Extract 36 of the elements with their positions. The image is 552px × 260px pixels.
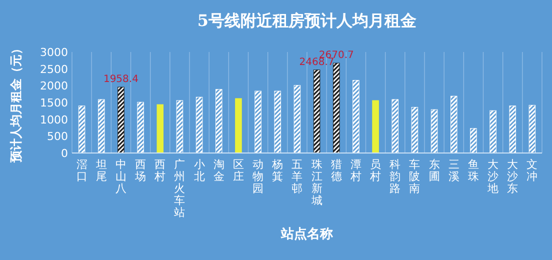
x-tick-label: 西场 [134, 158, 146, 183]
x-tick-label: 员村 [369, 158, 382, 183]
x-axis-title: 站点名称 [280, 226, 334, 242]
x-tick-label: 鱼珠 [468, 158, 479, 183]
x-tick-label: 五羊邨 [292, 158, 303, 195]
y-tick-label: 2000 [40, 80, 68, 93]
x-tick-label: 区庄 [232, 158, 244, 183]
data-label: 2468.7 [299, 56, 334, 68]
x-tick-label: 文冲 [526, 158, 538, 183]
x-tick-label: 大沙地 [486, 158, 499, 195]
y-tick-label: 1500 [40, 96, 68, 110]
x-tick-label: 西村 [154, 158, 166, 183]
x-tick-label: 科韵路 [390, 158, 401, 195]
x-tick-label: 大沙东 [507, 158, 518, 195]
x-tick-label: 坦尾 [94, 158, 107, 183]
x-tick-label: 中山八 [115, 158, 126, 195]
x-tick-label: 淘金 [213, 158, 224, 183]
x-tick-label: 猎德 [330, 158, 342, 183]
x-tick-label: 东圃 [428, 158, 440, 183]
x-tick-label: 动物园 [252, 158, 264, 195]
y-tick-label: 500 [47, 130, 68, 144]
data-label: 1958.4 [103, 74, 138, 86]
chart-title: 5号线附近租房预计人均月租金 [197, 11, 417, 30]
x-tick-label: 三溪 [448, 158, 460, 183]
x-tick-label: 杨箕 [271, 158, 284, 183]
y-tick-label: 2500 [40, 62, 68, 76]
x-tick-label: 潭村 [349, 158, 362, 183]
y-tick-label: 1000 [40, 113, 68, 126]
y-tick-label: 0 [61, 147, 68, 160]
x-tick-label: 车陂南 [409, 158, 420, 195]
y-tick-label: 3000 [40, 46, 68, 59]
x-tick-label: 滘口 [76, 158, 88, 183]
y-axis-title: 预计人均月租金（元） [9, 42, 23, 164]
x-tick-label: 珠江新城 [310, 158, 322, 207]
x-tick-label: 小北 [194, 158, 205, 183]
x-tick-label: 广州火车站 [174, 158, 186, 219]
